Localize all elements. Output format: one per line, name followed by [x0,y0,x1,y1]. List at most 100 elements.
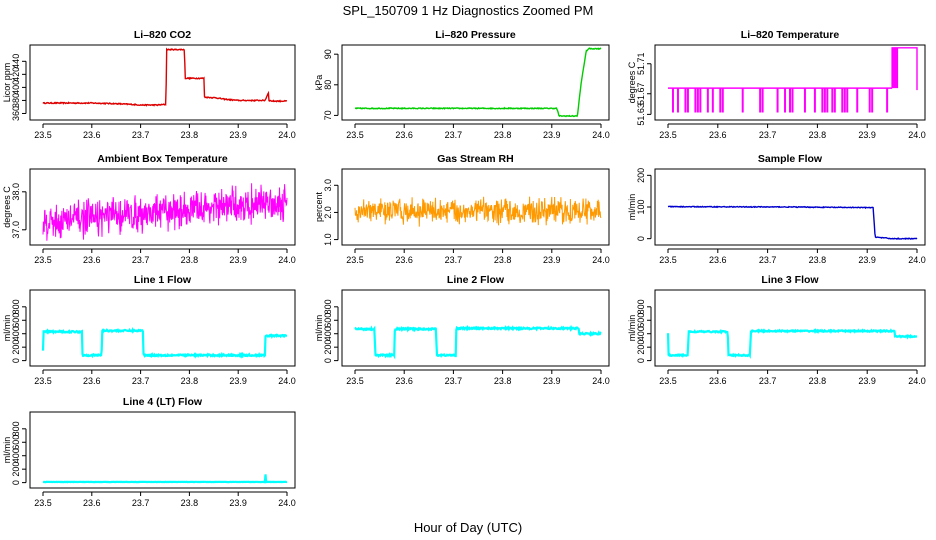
series-line [41,326,287,359]
x-tick-label: 23.9 [543,376,561,386]
y-tick-label: 800 [11,421,21,436]
panel-line4: Line 4 (LT) Flow ml/min 23.5 23.6 23.7 23.8 23… [2,396,296,508]
x-tick-label: 23.9 [543,255,561,265]
plot-frame [654,44,926,121]
x-tick-label: 23.9 [229,376,247,386]
panel-title: Ambient Box Temperature [97,153,228,165]
x-tick-label: 23.8 [181,255,199,265]
x-tick-label: 24.0 [592,376,610,386]
x-tick-label: 24.0 [278,498,296,508]
x-tick-label: 24.0 [908,255,926,265]
x-tick-label: 23.7 [132,255,150,265]
y-axis-label: ml/min [2,315,12,342]
x-tick-label: 23.9 [229,498,247,508]
panel-title: Line 3 Flow [761,274,819,286]
figure-xlabel: Hour of Day (UTC) [414,520,522,535]
y-axis-label: percent [314,191,324,222]
series-line [666,328,917,359]
y-tick-label: 400 [11,448,21,463]
x-tick-label: 23.6 [395,130,413,140]
y-tick-label: 200 [636,168,646,183]
x-tick-label: 23.8 [181,376,199,386]
series-noise [42,183,288,241]
plot-frame [29,44,296,121]
x-tick-label: 23.6 [709,130,727,140]
y-tick-label: 800 [11,299,21,314]
panel-title: Li–820 Pressure [435,29,516,41]
x-tick-label: 24.0 [278,130,296,140]
panel-title: Line 1 Flow [134,274,192,286]
x-tick-label: 23.6 [709,376,727,386]
x-tick-label: 23.8 [809,130,827,140]
x-tick-label: 23.6 [83,498,101,508]
panel-temp: Li–820 Temperature degrees C 23.5 23.6 23.7 2… [627,29,926,140]
x-tick-label: 23.9 [858,376,876,386]
panel-rh: Gas Stream RH percent 23.5 23.6 23.7 23.8 23.9… [314,153,610,265]
x-tick-label: 24.0 [278,255,296,265]
y-tick-label: 420 [11,67,21,82]
y-tick-label: 200 [636,340,646,355]
plot-frame [341,289,610,367]
y-tick-label: 90 [323,49,333,59]
x-tick-label: 23.7 [132,130,150,140]
x-tick-label: 23.5 [659,255,677,265]
series-line [42,474,288,484]
x-tick-label: 23.7 [759,255,777,265]
x-tick-label: 23.9 [858,255,876,265]
y-tick-label: 600 [11,313,21,328]
series-line [42,47,288,107]
x-tick-label: 23.5 [659,130,677,140]
x-tick-label: 23.9 [858,130,876,140]
y-tick-label: 51.71 [636,52,646,75]
y-tick-label: 600 [636,313,646,328]
y-axis-label: degrees C [627,61,637,103]
series-line [667,205,918,241]
x-tick-label: 23.7 [759,130,777,140]
x-tick-label: 23.8 [181,130,199,140]
series-line [354,47,602,118]
y-tick-label: 600 [11,435,21,450]
x-tick-label: 23.6 [83,130,101,140]
y-tick-label: 70 [323,110,333,120]
x-tick-label: 23.5 [346,255,364,265]
plot-frame [341,44,610,121]
panel-sample: Sample Flow ml/min 23.5 23.6 23.7 23.8 23.9 24.… [627,153,926,265]
y-tick-label: 200 [11,340,21,355]
panel-title: Line 2 Flow [447,274,505,286]
plot-frame [341,168,610,246]
y-tick-label: 400 [636,326,646,341]
x-tick-label: 23.9 [229,255,247,265]
plot-frame [29,411,296,489]
x-tick-label: 23.8 [809,376,827,386]
x-tick-label: 23.5 [34,130,52,140]
x-tick-label: 23.6 [709,255,727,265]
y-tick-label: 0 [11,358,21,363]
panel-ambient: Ambient Box Temperature degrees C 23.5 23.6… [2,153,296,265]
y-tick-label: 37.0 [11,221,21,239]
panel-title: Li–820 Temperature [741,29,840,41]
y-axis-label: ml/min [627,315,637,342]
x-tick-label: 23.7 [445,255,463,265]
x-tick-label: 24.0 [592,130,610,140]
panel-line2: Line 2 Flow ml/min 23.5 23.6 23.7 23.8 23.9 24.… [314,274,610,386]
y-tick-label: 380 [11,93,21,108]
panels: Li–820 CO2 Licor ppm 23.5 23.6 23.7 23.8 23.9 2… [2,29,926,508]
y-tick-label: 800 [323,299,333,314]
y-tick-label: 100 [636,199,646,214]
x-tick-label: 23.6 [395,376,413,386]
plot-frame [654,168,926,246]
y-tick-label: 51.63 [636,103,646,126]
x-tick-label: 23.8 [494,376,512,386]
x-tick-label: 24.0 [908,376,926,386]
plot-frame [29,289,296,367]
series-high-block [892,47,899,89]
y-tick-label: 51.67 [636,82,646,105]
x-tick-label: 24.0 [592,255,610,265]
x-tick-label: 23.8 [181,498,199,508]
y-tick-label: 3.0 [323,179,333,192]
y-axis-label: ml/min [2,437,12,464]
x-tick-label: 23.7 [132,498,150,508]
y-tick-label: 80 [323,80,333,90]
y-tick-label: 1.0 [323,233,333,246]
